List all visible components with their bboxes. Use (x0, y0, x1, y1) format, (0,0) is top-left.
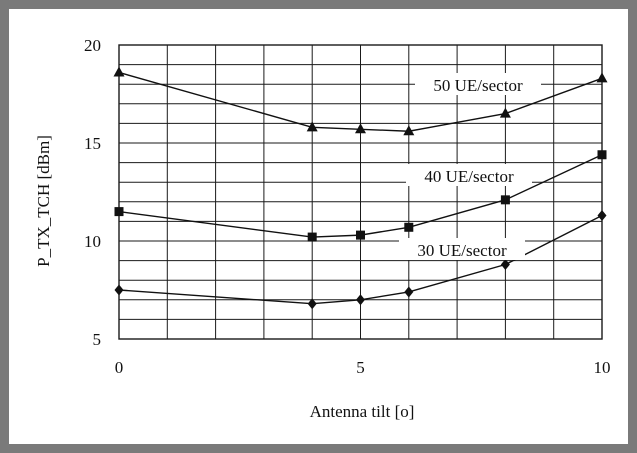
y-axis-title: P_TX_TCH [dBm] (34, 135, 53, 267)
data-point (307, 232, 317, 242)
data-point (597, 150, 607, 160)
data-point (403, 125, 415, 136)
x-axis-title: Antenna tilt [o] (310, 402, 415, 421)
plot-border (118, 44, 603, 340)
series-line (118, 71, 603, 132)
series-labels: 50 UE/sector 40 UE/sector 30 UE/sector (399, 73, 541, 260)
data-point (307, 298, 317, 310)
data-point (596, 72, 608, 83)
data-point (597, 210, 607, 222)
data-point (114, 284, 124, 296)
y-tick-label: 15 (84, 134, 101, 153)
x-tick-label: 0 (115, 358, 124, 377)
x-tick-label: 5 (356, 358, 365, 377)
series-label-background (406, 164, 532, 186)
data-point (356, 230, 365, 240)
data-point (404, 286, 414, 298)
series-label-background (415, 73, 541, 95)
series-label: 40 UE/sector (424, 167, 514, 186)
series-line (118, 154, 603, 238)
data-point (499, 107, 511, 118)
series-label-background (399, 238, 525, 260)
data-point (113, 66, 125, 77)
y-tick-label: 10 (84, 232, 101, 251)
data-point (500, 195, 510, 205)
y-tick-label: 5 (93, 330, 102, 349)
data-point (114, 207, 124, 217)
y-tick-label: 20 (84, 36, 101, 55)
data-point (306, 121, 318, 132)
x-tick-label: 10 (594, 358, 611, 377)
data-point (356, 294, 365, 306)
series-label: 50 UE/sector (433, 76, 523, 95)
data-point (404, 222, 414, 232)
series-label: 30 UE/sector (417, 241, 507, 260)
chart-panel: 5 10 15 20 0 5 10 50 UE/sector 40 UE/sector 30 U… (9, 9, 628, 444)
data-point (355, 123, 366, 134)
data-point (500, 259, 510, 271)
